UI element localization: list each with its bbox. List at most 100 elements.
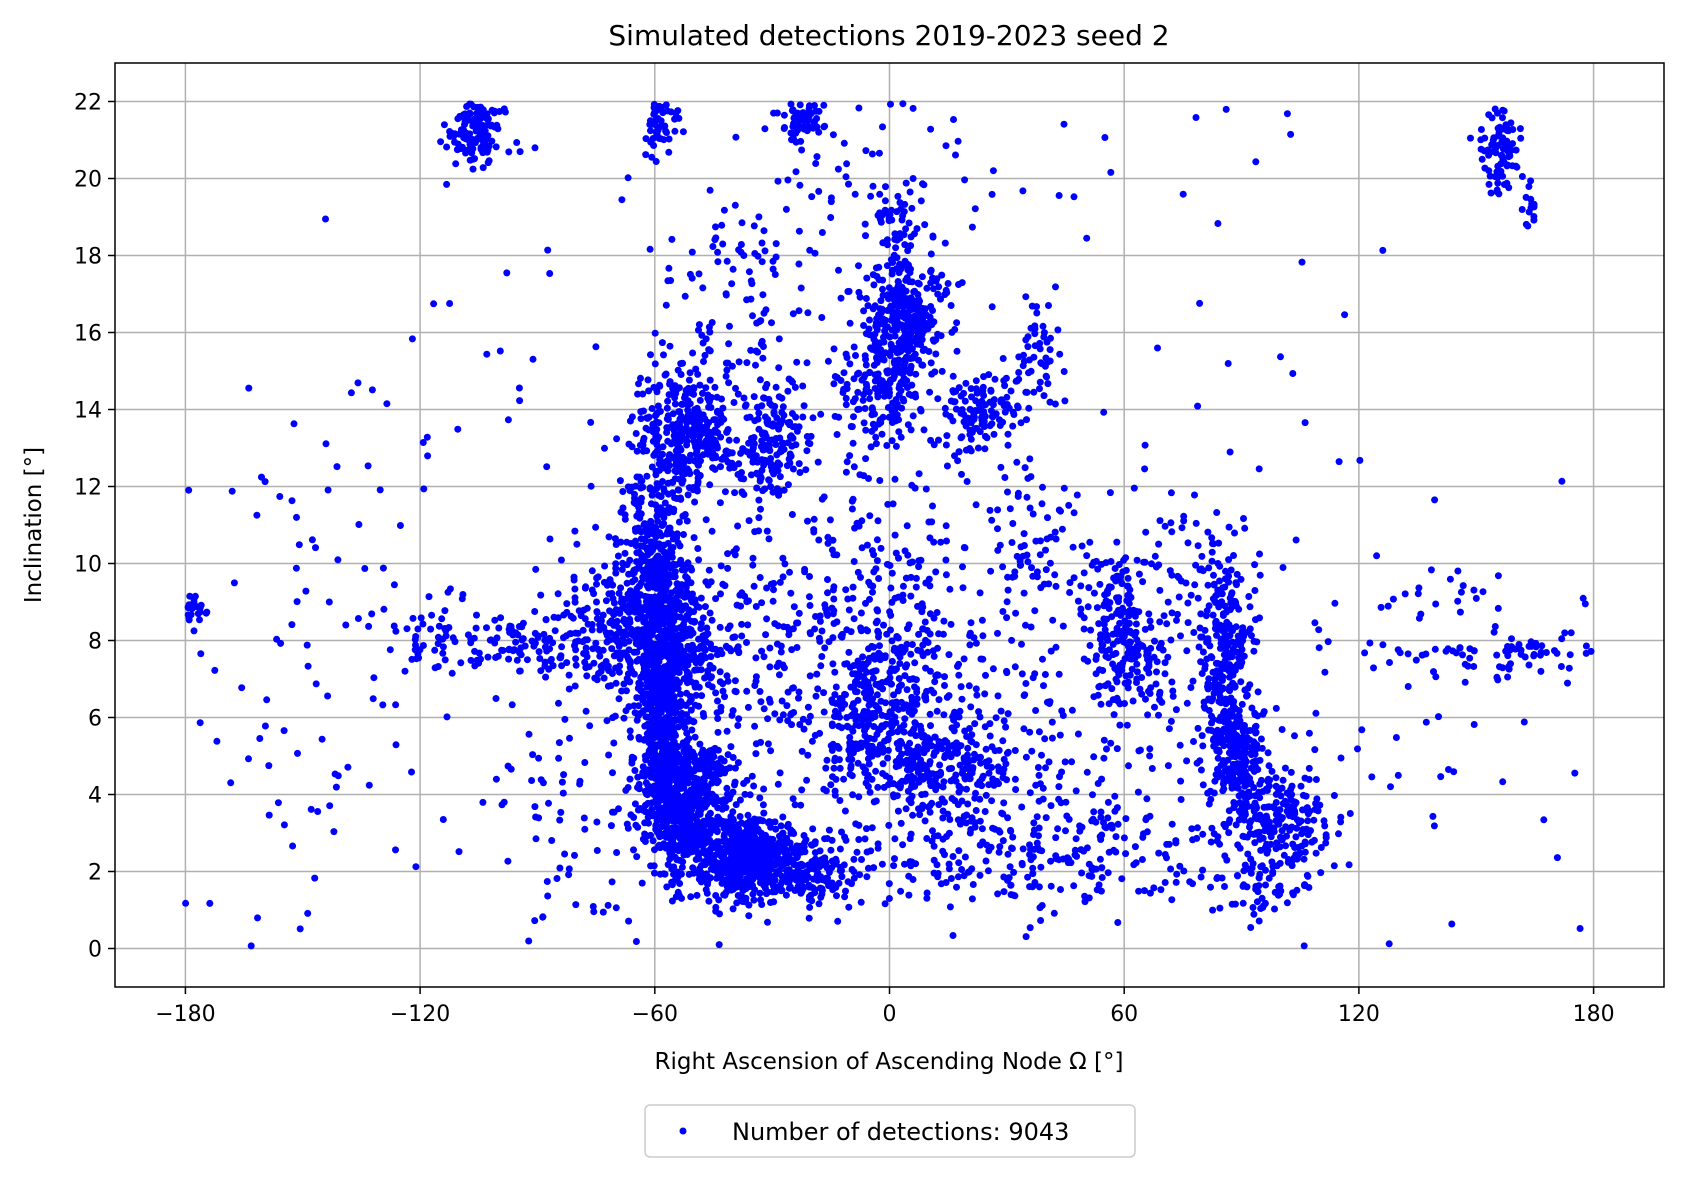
scatter-point [664,479,672,487]
scatter-point [911,287,919,295]
scatter-point [727,825,735,833]
scatter-point [685,467,693,475]
scatter-point [740,394,748,402]
scatter-point [1487,189,1495,197]
scatter-point [461,117,469,125]
scatter-point [714,258,722,266]
scatter-point [1038,360,1046,368]
scatter-point [593,676,601,684]
scatter-point [637,611,645,618]
scatter-point [907,362,915,370]
scatter-point [796,181,804,189]
scatter-point [888,216,896,224]
scatter-point [744,703,752,711]
scatter-point [846,319,854,327]
scatter-point [842,394,850,402]
scatter-point [599,646,607,654]
scatter-point [666,342,674,350]
scatter-point [582,583,590,591]
scatter-point [784,870,792,878]
scatter-point [772,441,780,448]
scatter-point [431,646,439,654]
scatter-point [841,893,849,901]
scatter-point [686,428,694,436]
scatter-point [723,784,731,792]
scatter-point [654,640,661,648]
scatter-point [664,467,672,475]
scatter-point [655,444,663,452]
scatter-point [691,440,699,448]
scatter-point [795,688,803,696]
scatter-point [725,340,733,348]
scatter-point [685,609,693,617]
scatter-point [679,453,687,461]
scatter-point [701,876,709,884]
scatter-point [728,861,736,868]
scatter-point [701,415,709,423]
scatter-point [749,881,756,889]
scatter-point [654,517,662,525]
scatter-point [836,845,844,853]
scatter-point [505,646,513,654]
scatter-point [606,607,613,615]
scatter-point [579,626,587,634]
scatter-point [891,406,899,414]
scatter-point [676,642,684,650]
scatter-point [734,522,742,530]
scatter-point [1527,177,1535,185]
scatter-point [651,108,659,116]
scatter-point [641,722,649,730]
scatter-point [927,359,935,367]
scatter-point [860,307,868,315]
scatter-point [717,590,724,598]
scatter-point [679,359,687,367]
scatter-point [626,664,634,672]
scatter-point [897,433,905,441]
scatter-point [1003,393,1011,401]
scatter-point [923,284,931,292]
scatter-point [1004,430,1012,438]
scatter-point [682,841,690,849]
scatter-point [689,718,697,726]
scatter-point [1477,126,1485,133]
scatter-point [1007,387,1015,395]
scatter-point [782,891,790,899]
scatter-point [904,266,912,274]
scatter-point [736,849,744,857]
scatter-point [741,402,749,410]
scatter-point [584,620,592,628]
scatter-point [600,578,608,586]
scatter-point [719,240,727,248]
scatter-point [811,731,819,739]
scatter-point [653,127,661,135]
scatter-point [793,358,801,366]
scatter-point [955,281,962,288]
scatter-point [655,842,662,850]
scatter-point [640,434,648,442]
scatter-point [776,716,784,724]
scatter-point [707,653,715,661]
scatter-point [653,436,661,444]
scatter-point [425,593,433,601]
scatter-point [469,136,477,143]
scatter-point [1516,125,1524,133]
scatter-point [698,777,706,785]
scatter-point [775,855,782,863]
scatter-point [687,451,694,459]
scatter-point [852,352,859,359]
scatter-point [901,358,909,366]
scatter-point [789,465,797,473]
scatter-point [694,545,702,552]
scatter-point [409,614,417,622]
scatter-point [558,643,566,651]
scatter-point [864,658,872,666]
scatter-point [716,868,724,875]
scatter-point [642,635,650,643]
scatter-point [851,707,859,714]
scatter-point [386,646,394,654]
scatter-point [909,354,917,362]
chart-title: Simulated detections 2019-2023 seed 2 [608,19,1169,52]
scatter-point [800,117,807,125]
scatter-point [840,775,848,783]
scatter-point [786,568,793,576]
